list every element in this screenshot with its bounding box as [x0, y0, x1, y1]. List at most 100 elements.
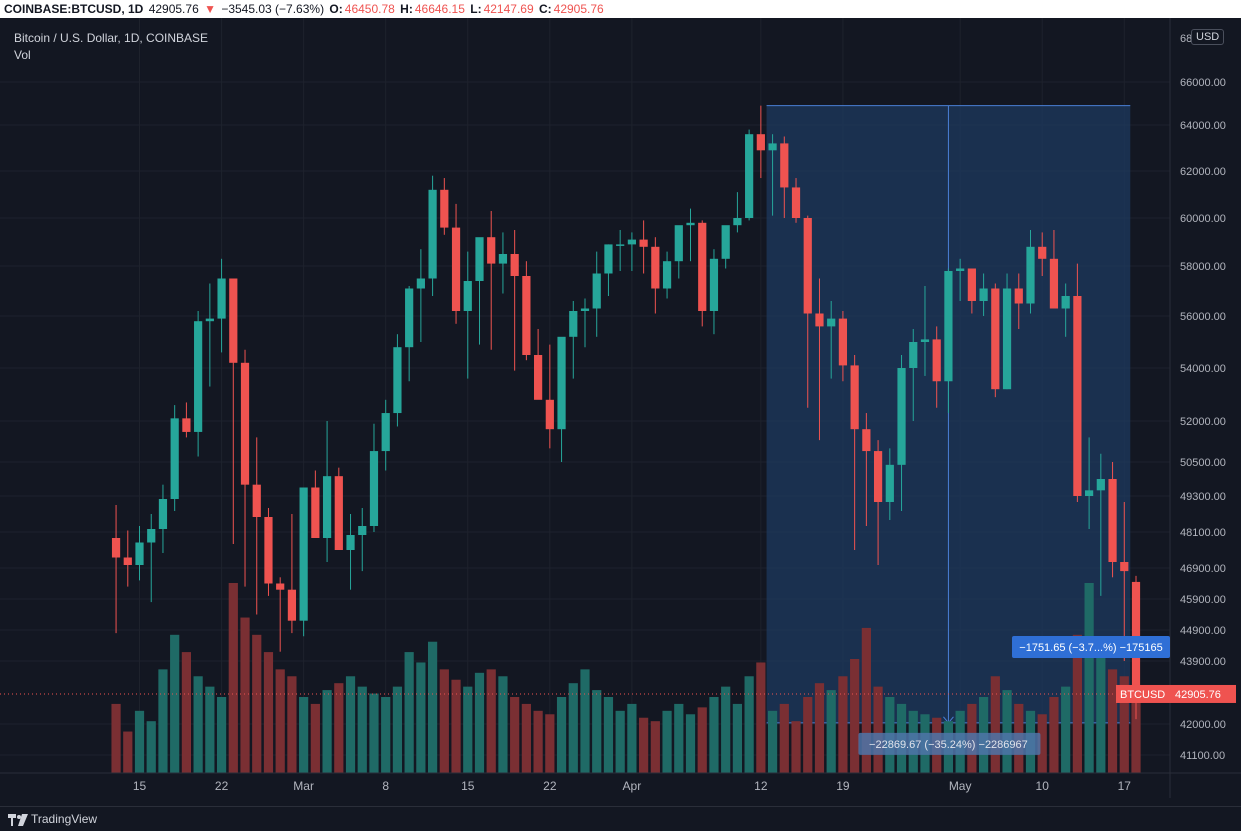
chart-legend-title[interactable]: Bitcoin / U.S. Dollar, 1D, COINBASE [14, 31, 209, 45]
candle-body[interactable] [264, 517, 273, 584]
volume-bar[interactable] [228, 583, 238, 773]
candle-body[interactable] [956, 268, 965, 272]
volume-bar[interactable] [545, 714, 555, 773]
candle-body[interactable] [944, 271, 953, 382]
candle-body[interactable] [182, 418, 191, 432]
volume-bar[interactable] [1084, 583, 1094, 773]
volume-bar[interactable] [416, 662, 426, 773]
volume-bar[interactable] [674, 703, 684, 773]
volume-bar[interactable] [732, 703, 743, 773]
candle-body[interactable] [803, 218, 812, 314]
candle-body[interactable] [1108, 479, 1117, 562]
tradingview-logo[interactable]: TradingView [8, 812, 97, 826]
candle-body[interactable] [1038, 246, 1047, 259]
candle-body[interactable] [1026, 246, 1035, 304]
candle-body[interactable] [733, 218, 742, 226]
candle-body[interactable] [709, 258, 719, 311]
volume-bar[interactable] [510, 697, 520, 773]
candle-body[interactable] [205, 318, 214, 322]
candle-body[interactable] [111, 538, 121, 558]
candle-body[interactable] [745, 134, 754, 218]
volume-bar[interactable] [216, 697, 227, 773]
candle-body[interactable] [1073, 296, 1082, 496]
candle-body[interactable] [428, 189, 437, 279]
volume-bar[interactable] [170, 634, 180, 773]
volume-bar[interactable] [299, 697, 309, 773]
candle-body[interactable] [217, 278, 226, 319]
volume-bar[interactable] [287, 676, 297, 773]
volume-bar[interactable] [252, 634, 262, 773]
volume-bar[interactable] [709, 697, 719, 773]
symbol-name[interactable]: COINBASE:BTCUSD, 1D [4, 2, 144, 16]
volume-bar[interactable] [556, 697, 567, 773]
volume-bar[interactable] [603, 697, 614, 773]
candle-body[interactable] [123, 557, 132, 566]
volume-bar[interactable] [193, 676, 203, 773]
volume-bar[interactable] [650, 721, 660, 773]
volume-bar[interactable] [357, 686, 367, 773]
candle-body[interactable] [979, 288, 988, 302]
candle-body[interactable] [322, 476, 332, 538]
candle-body[interactable] [686, 222, 695, 226]
volume-bar[interactable] [439, 669, 449, 773]
candle-body[interactable] [1002, 288, 1012, 390]
candle-body[interactable] [698, 222, 707, 311]
candle-body[interactable] [780, 143, 789, 188]
volume-bar[interactable] [767, 710, 778, 773]
volume-bar[interactable] [498, 676, 508, 773]
volume-bar[interactable] [639, 717, 649, 773]
candle-body[interactable] [1085, 490, 1094, 496]
volume-bar[interactable] [814, 683, 825, 773]
candle-body[interactable] [557, 336, 566, 430]
volume-bar[interactable] [685, 714, 696, 773]
candle-body[interactable] [721, 225, 730, 259]
candle-body[interactable] [158, 499, 168, 529]
candle-body[interactable] [862, 429, 871, 452]
volume-bar[interactable] [486, 669, 496, 773]
volume-bar[interactable] [662, 710, 672, 773]
volume-bar[interactable] [521, 703, 531, 773]
volume-bar[interactable] [275, 669, 285, 773]
volume-bar[interactable] [721, 686, 731, 773]
candle-body[interactable] [909, 342, 918, 368]
candle-body[interactable] [920, 339, 930, 342]
currency-badge[interactable]: USD [1191, 29, 1225, 45]
volume-bar[interactable] [427, 641, 438, 773]
volume-bar[interactable] [334, 683, 344, 773]
candle-body[interactable] [569, 311, 578, 337]
candle-body[interactable] [194, 321, 203, 432]
volume-bar[interactable] [1119, 676, 1129, 773]
volume-bar[interactable] [1002, 690, 1012, 773]
candle-body[interactable] [768, 143, 777, 151]
candle-body[interactable] [276, 583, 285, 590]
volume-bar[interactable] [158, 669, 168, 773]
candle-body[interactable] [416, 278, 425, 289]
candle-body[interactable] [393, 347, 402, 414]
volume-bar[interactable] [580, 669, 590, 773]
volume-bar[interactable] [369, 693, 379, 773]
volume-bar[interactable] [1096, 641, 1106, 773]
volume-bar[interactable] [404, 652, 414, 773]
candlestick-chart[interactable]: 41100.00 42000.00 43900.00 44900.00 45900.00… [0, 18, 1241, 806]
volume-bar[interactable] [697, 707, 707, 773]
candle-body[interactable] [651, 246, 660, 289]
candle-body[interactable] [756, 134, 765, 151]
candle-body[interactable] [1014, 288, 1023, 304]
candle-body[interactable] [991, 288, 1000, 390]
volume-bar[interactable] [474, 672, 485, 773]
volume-bar[interactable] [181, 652, 192, 773]
volume-bar[interactable] [1072, 634, 1082, 773]
candle-body[interactable] [334, 476, 343, 550]
candle-body[interactable] [580, 308, 590, 312]
candle-body[interactable] [451, 227, 461, 311]
volume-bar[interactable] [1061, 686, 1071, 773]
candle-body[interactable] [240, 362, 250, 485]
candle-body[interactable] [534, 355, 543, 400]
volume-bar[interactable] [123, 731, 133, 773]
volume-bar[interactable] [861, 627, 871, 773]
volume-bar[interactable] [134, 710, 145, 773]
candle-body[interactable] [311, 487, 320, 539]
volume-bar[interactable] [146, 721, 156, 773]
candle-body[interactable] [510, 254, 519, 276]
volume-bar[interactable] [1107, 669, 1118, 773]
